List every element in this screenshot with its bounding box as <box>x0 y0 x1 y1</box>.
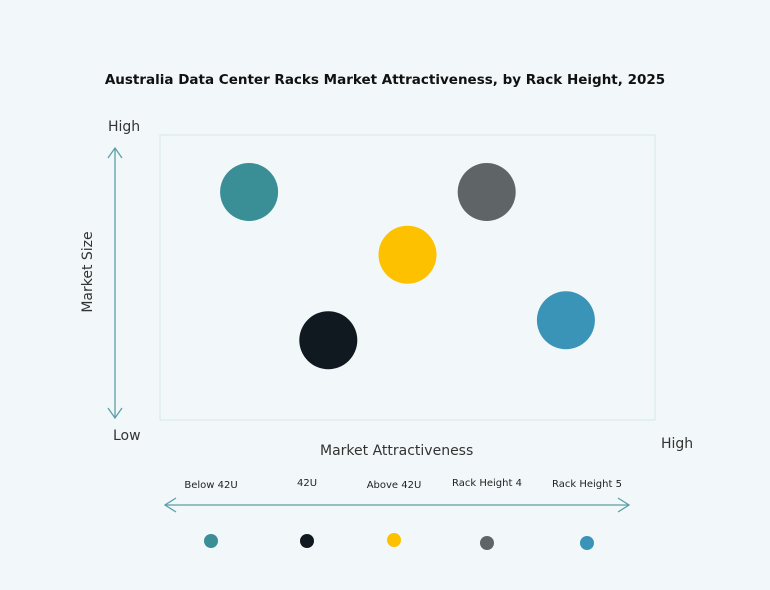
legend-label: Rack Height 5 <box>552 479 622 490</box>
legend-marker <box>580 536 594 550</box>
legend-label: Above 42U <box>366 480 422 491</box>
bubble-rack-height-5 <box>536 291 595 350</box>
bubble-rack-height-4 <box>457 163 516 221</box>
chart-title: Australia Data Center Racks Market Attra… <box>104 72 666 88</box>
legend-marker <box>387 533 401 547</box>
bubble-below-42u <box>220 163 279 221</box>
legend-label: Below 42U <box>184 480 238 491</box>
bubble-above-42u <box>378 225 437 284</box>
legend-marker <box>300 534 314 548</box>
x-high-label: High <box>661 436 694 452</box>
legend-arrow <box>163 497 631 513</box>
y-axis-arrow <box>107 146 123 420</box>
x-low-label: Low <box>113 428 141 444</box>
plot-area <box>159 134 656 421</box>
legend-marker <box>204 534 218 548</box>
legend-label: Rack Height 4 <box>452 478 522 489</box>
legend-marker <box>480 536 494 550</box>
legend-label: 42U <box>296 478 318 489</box>
x-axis-title: Market Attractiveness <box>320 443 474 459</box>
y-high-label: High <box>108 119 141 135</box>
bubble-42u <box>299 311 358 370</box>
